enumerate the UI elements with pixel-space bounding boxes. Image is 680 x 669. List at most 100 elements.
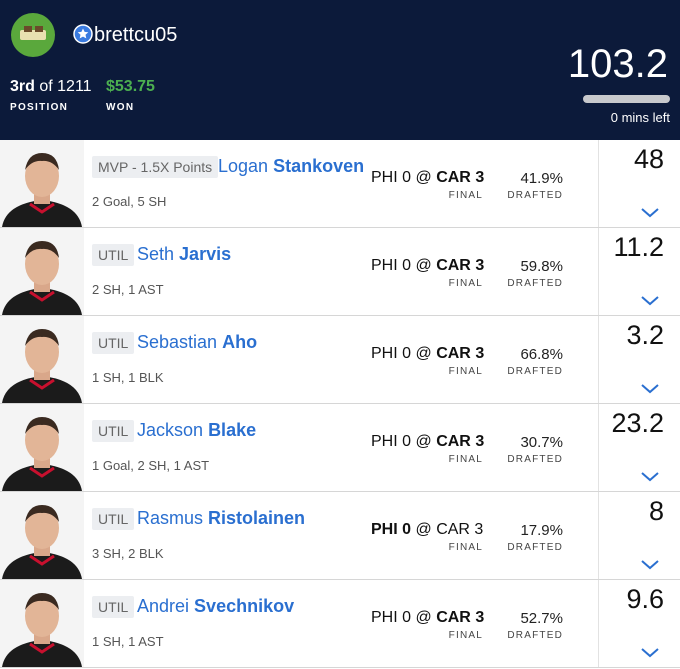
away-score: 0 bbox=[402, 433, 412, 450]
away-team: PHI bbox=[371, 609, 398, 626]
home-score: 3 bbox=[474, 521, 484, 538]
time-left: 0 mins left bbox=[610, 110, 670, 125]
player-name: Sebastian Aho bbox=[137, 332, 257, 353]
divider bbox=[598, 580, 599, 667]
expand-chevron[interactable] bbox=[640, 382, 660, 394]
game-status: FINAL bbox=[448, 542, 483, 553]
drafted-label: DRAFTED bbox=[507, 454, 563, 465]
away-score: 0 bbox=[402, 521, 412, 538]
divider bbox=[598, 316, 599, 403]
last-name: Stankoven bbox=[273, 156, 365, 176]
away-score: 0 bbox=[402, 169, 412, 186]
first-name: Jackson bbox=[137, 420, 204, 440]
player-photo bbox=[0, 580, 84, 667]
first-name: Seth bbox=[137, 244, 175, 264]
player-row: MVP - 1.5X Points Logan Stankoven 2 Goal, … bbox=[0, 140, 680, 228]
player-photo bbox=[0, 140, 84, 227]
drafted-pct: 52.7% bbox=[520, 610, 563, 627]
expand-chevron[interactable] bbox=[640, 646, 660, 658]
first-name: Logan bbox=[218, 156, 269, 176]
header: brettcu05 3rd of 1211 POSITION $53.75 WO… bbox=[0, 0, 680, 140]
game-status: FINAL bbox=[448, 190, 483, 201]
player-stats: 1 SH, 1 AST bbox=[92, 634, 164, 649]
away-team: PHI bbox=[371, 345, 398, 362]
home-score: 3 bbox=[475, 169, 485, 186]
expand-chevron[interactable] bbox=[640, 470, 660, 482]
at-sign: @ bbox=[415, 433, 432, 450]
at-sign: @ bbox=[415, 169, 432, 186]
away-team: PHI bbox=[371, 521, 398, 538]
divider bbox=[598, 228, 599, 315]
home-team: CAR bbox=[436, 521, 470, 538]
away-team: PHI bbox=[371, 169, 398, 186]
player-stats: 1 Goal, 2 SH, 1 AST bbox=[92, 458, 210, 473]
slot-label: UTIL bbox=[92, 244, 135, 266]
player-name: Andrei Svechnikov bbox=[137, 596, 294, 617]
avatar-logo bbox=[11, 13, 55, 57]
player-photo bbox=[0, 404, 84, 491]
rank-label: POSITION bbox=[10, 102, 69, 113]
fantasy-points: 8 bbox=[648, 496, 664, 526]
expand-chevron[interactable] bbox=[640, 558, 660, 570]
drafted-pct: 66.8% bbox=[520, 346, 563, 363]
winnings: $53.75 bbox=[106, 78, 155, 95]
fantasy-points: 23.2 bbox=[611, 408, 664, 438]
drafted-label: DRAFTED bbox=[507, 542, 563, 553]
fantasy-points: 3.2 bbox=[626, 320, 664, 350]
last-name: Blake bbox=[208, 420, 257, 440]
home-score: 3 bbox=[475, 257, 485, 274]
home-team: CAR bbox=[436, 609, 471, 626]
fantasy-points: 48 bbox=[633, 144, 664, 174]
first-name: Sebastian bbox=[137, 332, 218, 352]
player-name: Rasmus Ristolainen bbox=[137, 508, 305, 529]
expand-chevron[interactable] bbox=[640, 294, 660, 306]
game-score: PHI 0 @ CAR 3 bbox=[371, 257, 484, 275]
winnings-label: WON bbox=[106, 102, 135, 113]
slot-label: UTIL bbox=[92, 332, 135, 354]
away-team: PHI bbox=[371, 433, 398, 450]
last-name: Svechnikov bbox=[194, 596, 295, 616]
player-stats: 1 SH, 1 BLK bbox=[92, 370, 164, 385]
divider bbox=[598, 404, 599, 491]
drafted-label: DRAFTED bbox=[507, 190, 563, 201]
divider bbox=[598, 492, 599, 579]
player-name: Jackson Blake bbox=[137, 420, 256, 441]
drafted-label: DRAFTED bbox=[507, 630, 563, 641]
last-name: Aho bbox=[222, 332, 258, 352]
username: brettcu05 bbox=[94, 24, 178, 46]
drafted-label: DRAFTED bbox=[507, 278, 563, 289]
home-score: 3 bbox=[475, 345, 485, 362]
slot-label: MVP - 1.5X Points bbox=[92, 156, 219, 178]
last-name: Jarvis bbox=[179, 244, 232, 264]
game-status: FINAL bbox=[448, 278, 483, 289]
badge-icon bbox=[73, 24, 93, 44]
fantasy-points: 11.2 bbox=[613, 232, 664, 262]
away-team: PHI bbox=[371, 257, 398, 274]
at-sign: @ bbox=[415, 521, 432, 538]
expand-chevron[interactable] bbox=[640, 206, 660, 218]
home-team: CAR bbox=[436, 433, 471, 450]
player-stats: 2 SH, 1 AST bbox=[92, 282, 164, 297]
drafted-pct: 59.8% bbox=[520, 258, 563, 275]
game-status: FINAL bbox=[448, 630, 483, 641]
away-score: 0 bbox=[402, 257, 412, 274]
game-score: PHI 0 @ CAR 3 bbox=[371, 521, 483, 539]
home-score: 3 bbox=[475, 433, 485, 450]
slot-label: UTIL bbox=[92, 596, 135, 618]
at-sign: @ bbox=[415, 257, 432, 274]
slot-label: UTIL bbox=[92, 508, 135, 530]
player-row: UTIL Andrei Svechnikov 1 SH, 1 AST PHI 0 @ … bbox=[0, 580, 680, 668]
game-status: FINAL bbox=[448, 366, 483, 377]
player-stats: 3 SH, 2 BLK bbox=[92, 546, 164, 561]
game-score: PHI 0 @ CAR 3 bbox=[371, 433, 484, 451]
slot-label: UTIL bbox=[92, 420, 135, 442]
away-score: 0 bbox=[402, 609, 412, 626]
player-photo bbox=[0, 228, 84, 315]
player-stats: 2 Goal, 5 SH bbox=[92, 194, 167, 209]
divider bbox=[598, 140, 599, 227]
player-row: UTIL Rasmus Ristolainen 3 SH, 2 BLK PHI 0 @… bbox=[0, 492, 680, 580]
home-team: CAR bbox=[436, 257, 471, 274]
game-score: PHI 0 @ CAR 3 bbox=[371, 609, 484, 627]
player-row: UTIL Jackson Blake 1 Goal, 2 SH, 1 AST PHI … bbox=[0, 404, 680, 492]
